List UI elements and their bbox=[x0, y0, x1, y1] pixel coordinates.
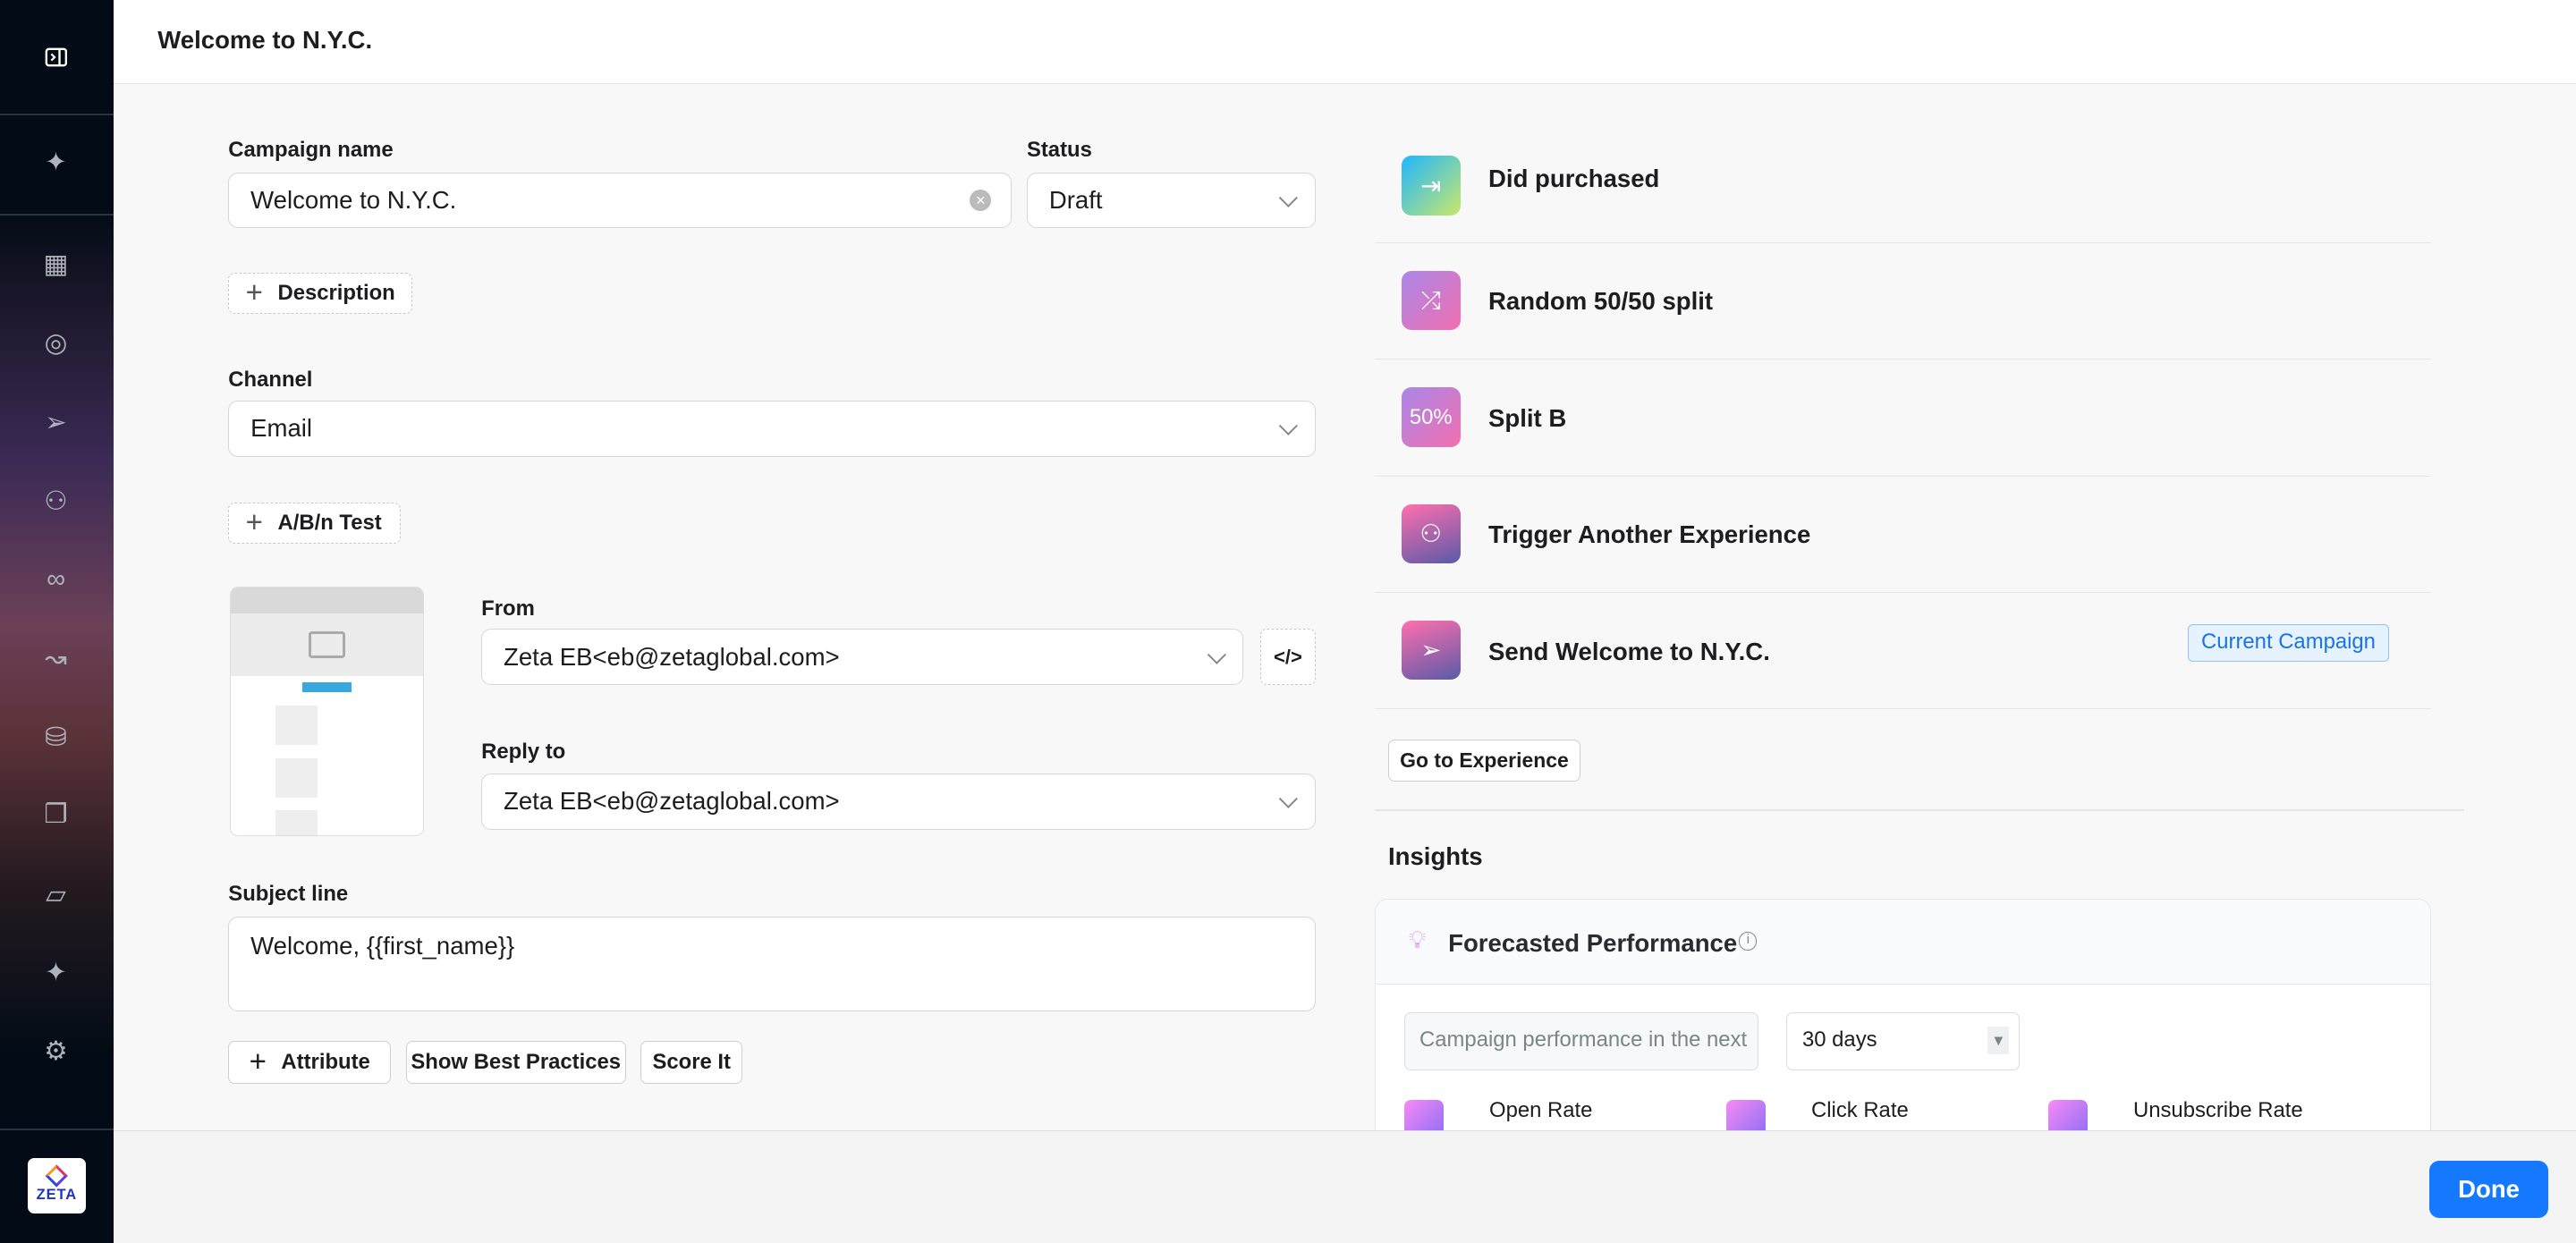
campaign-name-label: Campaign name bbox=[228, 138, 394, 163]
subject-line-value: Welcome, {{first_name}} bbox=[250, 932, 515, 960]
from-label: From bbox=[481, 596, 535, 621]
experience-step[interactable]: ⤮ Random 50/50 split bbox=[1375, 243, 2432, 360]
channel-select[interactable]: Email bbox=[228, 401, 1317, 457]
metric-label: Click Rate bbox=[1811, 1097, 1909, 1122]
chevron-down-icon bbox=[1279, 417, 1299, 435]
campaign-name-value: Welcome to N.Y.C. bbox=[250, 186, 457, 215]
from-value: Zeta EB<eb@zetaglobal.com> bbox=[504, 642, 840, 671]
chevron-down-icon bbox=[1207, 645, 1226, 664]
attribute-label: Attribute bbox=[281, 1050, 370, 1075]
split-arrows-icon: ⤮ bbox=[1401, 271, 1461, 331]
period-select[interactable]: 30 days ▼ bbox=[1786, 1012, 2021, 1070]
channel-label: Channel bbox=[228, 368, 313, 393]
chevron-down-icon bbox=[1279, 789, 1299, 808]
hierarchy-icon[interactable]: ⚇ bbox=[44, 486, 68, 516]
metric-label: Unsubscribe Rate bbox=[2133, 1097, 2303, 1122]
step-label: Did purchased bbox=[1488, 164, 1660, 192]
send-icon: ➢ bbox=[1401, 621, 1461, 681]
score-it-button[interactable]: Score It bbox=[640, 1041, 743, 1085]
status-value: Draft bbox=[1048, 186, 1103, 215]
journey-icon[interactable]: ↝ bbox=[45, 644, 67, 673]
enter-icon: ⇥ bbox=[1401, 156, 1461, 216]
status-label: Status bbox=[1026, 138, 1092, 163]
experience-step[interactable]: ⇥ Did purchased bbox=[1375, 118, 2432, 243]
email-preview-thumbnail[interactable] bbox=[230, 586, 424, 836]
sidebar: ✦ ▦ ◎ ➢ ⚇ ∞ ↝ ⛁ ❐ ▱ ✦ ⚙ ZETA bbox=[0, 0, 114, 1243]
step-label: Trigger Another Experience bbox=[1488, 520, 1811, 549]
period-value: 30 days bbox=[1802, 1027, 1877, 1053]
current-campaign-badge: Current Campaign bbox=[2188, 623, 2389, 663]
ab-test-label: A/B/n Test bbox=[277, 510, 382, 535]
step-label: Split B bbox=[1488, 403, 1567, 432]
zeta-logo[interactable]: ZETA bbox=[28, 1157, 86, 1214]
lightbulb-icon: 💡︎ bbox=[1409, 926, 1427, 954]
dashboard-icon[interactable]: ▦ bbox=[43, 249, 69, 280]
plus-icon: + bbox=[245, 275, 263, 309]
step-label: Random 50/50 split bbox=[1488, 287, 1714, 316]
code-icon: </> bbox=[1274, 645, 1302, 668]
reply-to-value: Zeta EB<eb@zetaglobal.com> bbox=[504, 787, 840, 816]
step-label: Send Welcome to N.Y.C. bbox=[1488, 637, 1770, 665]
ab-test-button[interactable]: + A/B/n Test bbox=[228, 503, 402, 544]
dropdown-arrow-icon: ▼ bbox=[1987, 1027, 2010, 1055]
info-icon[interactable]: i bbox=[1739, 932, 1758, 951]
reply-to-label: Reply to bbox=[481, 739, 566, 764]
header: Welcome to N.Y.C. bbox=[113, 0, 2576, 84]
database-icon[interactable]: ⛁ bbox=[45, 723, 67, 753]
experience-step[interactable]: ⚇ Trigger Another Experience bbox=[1375, 477, 2432, 594]
channel-value: Email bbox=[250, 414, 313, 443]
from-select[interactable]: Zeta EB<eb@zetaglobal.com> bbox=[481, 629, 1244, 685]
code-button[interactable]: </> bbox=[1259, 629, 1317, 685]
plus-icon: + bbox=[249, 1045, 267, 1079]
insights-heading: Insights bbox=[1388, 842, 1483, 871]
divider bbox=[1375, 809, 2465, 812]
subject-line-textarea[interactable]: Welcome, {{first_name}} bbox=[228, 916, 1317, 1012]
segments-icon[interactable]: ∞ bbox=[46, 564, 65, 595]
percent-icon: 50% bbox=[1401, 387, 1461, 447]
card-title: Forecasted Performance bbox=[1448, 928, 1738, 957]
library-icon[interactable]: ❐ bbox=[44, 799, 68, 830]
settings-icon[interactable]: ⚙ bbox=[44, 1036, 68, 1066]
ai-sparkle-icon[interactable]: ✦ bbox=[45, 957, 67, 987]
go-to-experience-button[interactable]: Go to Experience bbox=[1388, 739, 1580, 782]
status-select[interactable]: Draft bbox=[1026, 172, 1317, 229]
target-icon[interactable]: ◎ bbox=[44, 328, 68, 359]
subject-line-label: Subject line bbox=[228, 882, 349, 907]
metric-label: Open Rate bbox=[1489, 1097, 1593, 1122]
campaign-name-input[interactable]: Welcome to N.Y.C. × bbox=[228, 172, 1013, 229]
hierarchy-icon: ⚇ bbox=[1401, 503, 1461, 563]
reply-to-select[interactable]: Zeta EB<eb@zetaglobal.com> bbox=[481, 774, 1317, 830]
add-attribute-button[interactable]: + Attribute bbox=[228, 1041, 392, 1085]
add-description-button[interactable]: + Description bbox=[228, 272, 412, 314]
description-label: Description bbox=[277, 280, 395, 305]
experience-step[interactable]: ➢ Send Welcome to N.Y.C. Current Campaig… bbox=[1375, 593, 2432, 710]
forecasted-performance-card: 💡︎ Forecasted Performance i Campaign per… bbox=[1375, 898, 2432, 1227]
footer: Done bbox=[113, 1129, 2576, 1243]
panel-toggle-icon[interactable] bbox=[39, 41, 72, 74]
period-prefix: Campaign performance in the next bbox=[1403, 1012, 1759, 1070]
experience-step[interactable]: 50% Split B bbox=[1375, 359, 2432, 477]
page-title: Welcome to N.Y.C. bbox=[157, 26, 373, 55]
send-icon[interactable]: ➢ bbox=[45, 407, 67, 437]
show-best-practices-button[interactable]: Show Best Practices bbox=[405, 1041, 626, 1085]
plus-icon: + bbox=[245, 505, 263, 539]
report-icon[interactable]: ▱ bbox=[46, 880, 66, 910]
sparkle-icon[interactable]: ✦ bbox=[45, 148, 67, 178]
chevron-down-icon bbox=[1279, 188, 1299, 207]
clear-icon[interactable]: × bbox=[970, 190, 992, 212]
done-button[interactable]: Done bbox=[2429, 1160, 2548, 1218]
